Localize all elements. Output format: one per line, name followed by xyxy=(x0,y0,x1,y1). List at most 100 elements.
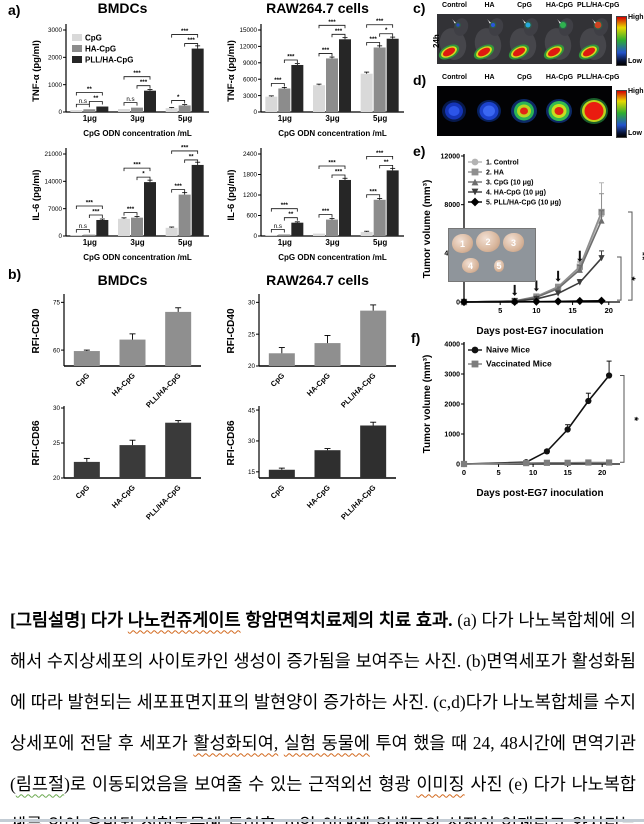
svg-text:45: 45 xyxy=(248,407,256,414)
svg-text:HA-CpG: HA-CpG xyxy=(305,371,332,398)
svg-text:PLL/HA-CpG: PLL/HA-CpG xyxy=(144,483,183,522)
svg-text:1200: 1200 xyxy=(243,192,258,199)
caption-segment: 실험 동물에 xyxy=(283,732,370,753)
figure-caption: [그림설명] 다가 나노컨쥬게이트 항암면역치료제의 치료 효과. (a) 다가… xyxy=(10,600,636,824)
svg-text:**: ** xyxy=(384,159,389,166)
chart-bmdc-tnf: 0 1000 2000 3000 TNF-α (pg/ml) 1μg n.s ** ** 3μg n… xyxy=(30,16,215,138)
treatment-label: CpG xyxy=(517,2,532,9)
svg-text:RFI-CD86: RFI-CD86 xyxy=(226,420,237,465)
caption-segment: [그림설명] 다가 xyxy=(10,609,128,630)
chart-raw-il6: 0 600 1200 1800 2400 IL-6 (pg/ml) 1μg n.s ** *** 3… xyxy=(225,140,410,262)
mouse-fluorescence-strip xyxy=(437,14,644,64)
svg-text:TNF-α (pg/ml): TNF-α (pg/ml) xyxy=(31,40,42,102)
lymph-node-image xyxy=(437,86,472,136)
panel-d: Control HA CpG HA-CpG PLL/HA-CpG High Low xyxy=(424,74,644,140)
svg-text:***: *** xyxy=(328,19,336,26)
panel-a-title-bmdcs: BMDCs xyxy=(97,0,148,16)
panel-a-title-raw: RAW264.7 cells xyxy=(266,0,369,16)
svg-text:5μg: 5μg xyxy=(373,238,387,247)
svg-text:TNF-α (pg/ml): TNF-α (pg/ml) xyxy=(226,40,237,102)
svg-text:30: 30 xyxy=(248,300,256,307)
svg-text:30: 30 xyxy=(248,438,256,445)
svg-text:*: * xyxy=(625,276,637,281)
svg-text:2000: 2000 xyxy=(48,55,63,62)
tumor-photo: 1 xyxy=(452,234,473,253)
svg-text:**: ** xyxy=(93,95,98,102)
svg-text:15000: 15000 xyxy=(239,27,257,34)
treatment-label: PLL/HA-CpG xyxy=(577,2,620,9)
svg-text:**: ** xyxy=(288,211,293,218)
svg-text:10: 10 xyxy=(532,306,540,315)
lymph-node-image xyxy=(507,86,542,136)
svg-text:CpG: CpG xyxy=(74,371,92,389)
svg-text:3000: 3000 xyxy=(444,371,460,378)
svg-text:n.s: n.s xyxy=(79,223,87,230)
svg-text:20: 20 xyxy=(248,363,256,370)
svg-text:***: *** xyxy=(370,188,378,195)
panel-d-label: d) xyxy=(413,72,427,88)
svg-text:***: *** xyxy=(376,150,384,157)
svg-text:***: *** xyxy=(181,144,189,151)
tumor-photo: 4 xyxy=(462,258,479,273)
svg-text:25: 25 xyxy=(248,331,256,338)
svg-text:3. CpG (10 μg): 3. CpG (10 μg) xyxy=(486,180,533,187)
tumor-photo: 5 xyxy=(494,260,504,272)
svg-text:5μg: 5μg xyxy=(178,114,192,123)
treatment-label: HA xyxy=(484,2,495,9)
panel-c-treatment-labels: Control HA CpG HA-CpG PLL/HA-CpG xyxy=(437,2,644,12)
svg-text:1μg: 1μg xyxy=(278,238,292,247)
svg-text:***: *** xyxy=(328,159,336,166)
svg-text:CpG ODN concentration /mL: CpG ODN concentration /mL xyxy=(278,129,387,138)
colorbar-d xyxy=(616,90,627,138)
mouse-image xyxy=(472,14,507,64)
svg-text:Tumor volume (mm³): Tumor volume (mm³) xyxy=(422,355,433,454)
chart-bmdc-cd40: 60 75 RFI-CD40 CpG HA-CpG PLL/HA-CpG xyxy=(30,290,215,410)
lymph-node-image xyxy=(542,86,577,136)
colorbar-d-low: Low xyxy=(628,130,642,137)
svg-text:0: 0 xyxy=(58,109,62,116)
svg-text:1. Control: 1. Control xyxy=(486,160,519,167)
svg-text:***: *** xyxy=(133,70,141,77)
svg-text:IL-6 (pg/ml): IL-6 (pg/ml) xyxy=(31,169,42,220)
svg-text:***: *** xyxy=(92,208,100,215)
svg-text:2400: 2400 xyxy=(243,151,258,158)
svg-text:0: 0 xyxy=(456,461,460,468)
treatment-label: HA-CpG xyxy=(545,2,574,9)
panel-c: Control HA CpG HA-CpG PLL/HA-CpG 24h High Lo… xyxy=(424,2,644,70)
svg-text:***: *** xyxy=(181,28,189,35)
svg-text:***: *** xyxy=(287,53,295,60)
svg-text:14000: 14000 xyxy=(44,179,62,186)
svg-text:6000: 6000 xyxy=(243,76,258,83)
svg-text:**: ** xyxy=(636,252,644,261)
svg-text:1μg: 1μg xyxy=(83,238,97,247)
svg-text:***: *** xyxy=(86,199,94,206)
svg-text:***: *** xyxy=(370,36,378,43)
svg-text:4000: 4000 xyxy=(444,341,460,348)
svg-text:0: 0 xyxy=(253,109,257,116)
panel-e-label: e) xyxy=(413,143,426,159)
svg-text:*: * xyxy=(628,417,640,422)
caption-segment: 림프절 xyxy=(15,773,65,794)
svg-text:20: 20 xyxy=(53,475,61,482)
svg-text:20: 20 xyxy=(605,306,613,315)
svg-text:2000: 2000 xyxy=(444,401,460,408)
panel-a-label: a) xyxy=(8,2,21,18)
treatment-label: Control xyxy=(442,74,467,81)
svg-text:Days post-EG7 inoculation: Days post-EG7 inoculation xyxy=(476,488,603,499)
chart-bmdc-cd86: 20 25 30 RFI-CD86 CpG HA-CpG PLL/HA-CpG xyxy=(30,402,215,522)
panel-b-title-bmdcs: BMDCs xyxy=(97,272,148,288)
svg-text:***: *** xyxy=(274,77,282,84)
svg-text:20: 20 xyxy=(598,468,606,477)
svg-text:***: *** xyxy=(335,28,343,35)
svg-text:0: 0 xyxy=(58,233,62,240)
panel-b-title-raw: RAW264.7 cells xyxy=(266,272,369,288)
svg-text:***: *** xyxy=(376,18,384,25)
svg-text:Days post-EG7 inoculation: Days post-EG7 inoculation xyxy=(476,326,603,337)
treatment-label: CpG xyxy=(517,74,532,81)
svg-text:***: *** xyxy=(281,202,289,209)
svg-text:Naive Mice: Naive Mice xyxy=(486,345,530,355)
chart-tumor-growth: 040008000120005101520Tumor volume (mm³)D… xyxy=(420,150,644,338)
treatment-label: HA xyxy=(484,74,495,81)
svg-text:0: 0 xyxy=(462,468,466,477)
